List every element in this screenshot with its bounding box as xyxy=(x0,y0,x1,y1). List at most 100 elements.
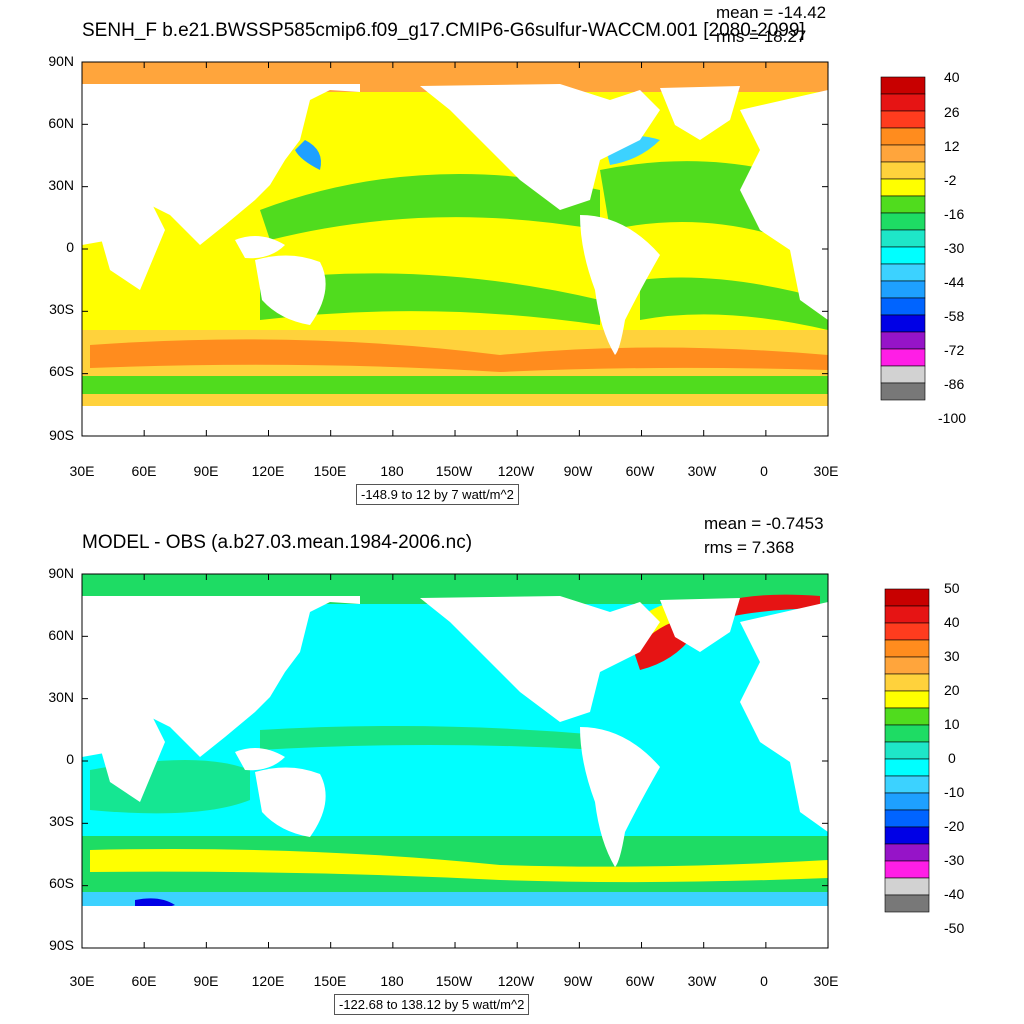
colorbar-swatch xyxy=(880,382,926,401)
colorbar-swatch xyxy=(884,690,930,709)
p1-lat-tick: 90S xyxy=(49,427,74,443)
p2-colorbar-label: 0 xyxy=(948,750,956,766)
p2-lon-tick: 30W xyxy=(687,973,717,989)
colorbar-swatch xyxy=(880,314,926,333)
colorbar-swatch xyxy=(880,297,926,316)
p2-green-tropics xyxy=(260,726,600,750)
p1-colorbar-label: -2 xyxy=(944,172,957,188)
land-namerica xyxy=(420,84,660,210)
p1-colorbar-label: -16 xyxy=(944,206,965,222)
colorbar-swatch xyxy=(884,588,930,607)
land-antarctica xyxy=(82,406,828,436)
p1-southern-green xyxy=(82,376,828,394)
p1-antarctic-orange xyxy=(82,394,828,406)
p1-lon-tick: 30W xyxy=(687,463,717,479)
p2-lon-tick: 90W xyxy=(563,973,593,989)
land-australia xyxy=(255,255,326,325)
p2-colorbar-label: -10 xyxy=(944,784,965,800)
colorbar-swatch xyxy=(884,809,930,828)
land-europe-africa-e xyxy=(740,602,828,832)
colorbar-swatch xyxy=(880,263,926,282)
p1-lat-tick: 90N xyxy=(48,53,74,69)
land-greenland xyxy=(660,86,740,140)
colorbar-swatch xyxy=(884,894,930,913)
panel-2-contour-info: -122.68 to 138.12 by 5 watt/m^2 xyxy=(334,994,530,1015)
p2-colorbar-label: -30 xyxy=(944,852,965,868)
panel-1-contour-info: -148.9 to 12 by 7 watt/m^2 xyxy=(356,484,519,505)
p1-colorbar-label: 26 xyxy=(944,104,960,120)
p2-lon-tick: 120E xyxy=(251,973,285,989)
p2-lon-tick: 180 xyxy=(380,973,404,989)
p2-lon-tick: 150W xyxy=(435,973,473,989)
p1-deep-band xyxy=(90,339,828,372)
colorbar-swatch xyxy=(884,707,930,726)
land-indonesia xyxy=(235,748,285,771)
panel-2-mean: mean = -0.7453 xyxy=(704,514,824,533)
p1-lat-tick: 30S xyxy=(49,301,74,317)
colorbar-swatch xyxy=(880,365,926,384)
p2-lat-tick: 30S xyxy=(49,813,74,829)
colorbar-swatch xyxy=(884,792,930,811)
colorbar-swatch xyxy=(884,639,930,658)
p1-green-band-atl xyxy=(600,161,790,240)
p1-lon-tick: 60W xyxy=(625,463,655,479)
land-samerica xyxy=(580,727,660,867)
p2-lon-tick: 60E xyxy=(131,973,157,989)
land-africa xyxy=(82,160,165,290)
p2-colorbar-label: 30 xyxy=(944,648,960,664)
p2-lat-tick: 60S xyxy=(49,875,74,891)
land-antarctica xyxy=(82,906,828,948)
p1-lat-tick: 30N xyxy=(48,177,74,193)
p1-lat-tick: 60S xyxy=(49,363,74,379)
panel-1-land xyxy=(82,84,828,436)
p1-colorbar-label: -72 xyxy=(944,342,965,358)
panel-2-title: MODEL - OBS (a.b27.03.mean.1984-2006.nc) xyxy=(82,532,473,553)
p2-lon-tick: 60W xyxy=(625,973,655,989)
frame-ticks xyxy=(81,61,829,437)
colorbar-swatch xyxy=(880,110,926,129)
p1-colorbar-label: -86 xyxy=(944,376,965,392)
panel-1-title: SENH_F b.e21.BWSSP585cmip6.f09_g17.CMIP6… xyxy=(82,20,805,41)
p2-lat-tick: 90S xyxy=(49,937,74,953)
colorbar-swatch xyxy=(880,348,926,367)
p1-lon-tick: 180 xyxy=(380,463,404,479)
p1-kuroshio-blue xyxy=(295,140,321,170)
p1-green-band-sa xyxy=(640,277,828,330)
p2-lon-tick: 0 xyxy=(760,973,768,989)
land-samerica xyxy=(580,215,660,355)
colorbar-swatch xyxy=(880,76,926,95)
land-indonesia xyxy=(235,236,285,259)
p1-lat-tick: 60N xyxy=(48,115,74,131)
panel-2-map xyxy=(81,573,829,949)
colorbar-swatch xyxy=(884,724,930,743)
land-africa xyxy=(82,672,165,802)
p1-lon-tick: 30E xyxy=(813,463,839,479)
colorbar-swatch xyxy=(880,195,926,214)
land-australia xyxy=(255,767,326,837)
p1-lat-tick: 0 xyxy=(66,239,74,255)
p1-green-band-n xyxy=(260,174,600,240)
colorbar-swatch xyxy=(880,161,926,180)
p1-lon-tick: 150E xyxy=(313,463,347,479)
panel-2-land xyxy=(82,596,828,948)
p2-lon-tick: 150E xyxy=(313,973,347,989)
p2-lat-tick: 0 xyxy=(66,751,74,767)
panel-2-colorbar xyxy=(884,588,930,913)
colorbar-swatch xyxy=(884,622,930,641)
colorbar-swatch xyxy=(884,758,930,777)
p1-colorbar-label: 12 xyxy=(944,138,960,154)
colorbar-swatch xyxy=(884,877,930,896)
p1-lon-tick: 120E xyxy=(251,463,285,479)
panel-1-map xyxy=(81,61,829,437)
colorbar-swatch xyxy=(884,741,930,760)
p2-colorbar-label: 10 xyxy=(944,716,960,732)
p2-colorbar-label: 50 xyxy=(944,580,960,596)
colorbar-swatch xyxy=(884,656,930,675)
p1-colorbar-label: -100 xyxy=(938,410,967,426)
colorbar-swatch xyxy=(880,93,926,112)
p1-colorbar-label: -44 xyxy=(944,274,965,290)
p1-colorbar-label: -58 xyxy=(944,308,965,324)
colorbar-swatch xyxy=(880,229,926,248)
p2-southern-yellow xyxy=(90,849,828,883)
panel-1-mean: mean = -14.42 xyxy=(716,3,827,22)
